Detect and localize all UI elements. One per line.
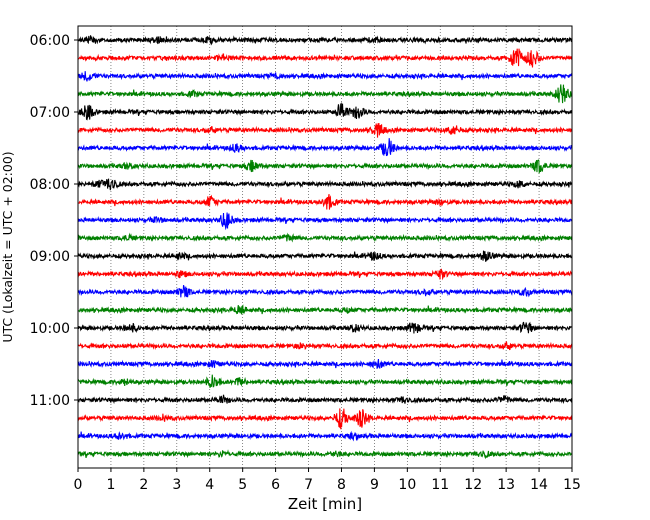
seismogram-trace <box>77 212 573 231</box>
seismogram-trace <box>77 250 573 262</box>
y-tick-label: 10:00 <box>30 321 70 337</box>
seismogram-trace <box>77 35 573 46</box>
seismogram-trace <box>77 304 573 316</box>
x-tick-label: 5 <box>238 477 247 493</box>
y-tick-label: 06:00 <box>30 33 70 49</box>
seismogram-traces <box>77 35 573 460</box>
x-axis-ticks: 0 1 2 3 4 5 6 7 8 9 10 11 12 13 14 15 <box>74 468 581 493</box>
seismogram-trace <box>77 178 573 191</box>
y-tick-label: 08:00 <box>30 177 70 193</box>
seismogram-trace <box>77 449 573 460</box>
plot-frame <box>77 25 573 469</box>
x-tick-label: 9 <box>370 477 379 493</box>
seismogram-trace <box>77 285 573 298</box>
x-tick-label: 0 <box>74 477 83 493</box>
y-tick-label: 07:00 <box>30 105 70 121</box>
x-tick-label: 4 <box>205 477 214 493</box>
y-tick-label: 11:00 <box>30 393 70 409</box>
seismogram-trace <box>77 159 573 175</box>
seismogram-trace <box>77 430 573 442</box>
x-tick-label: 3 <box>172 477 181 493</box>
seismogram-trace <box>77 102 573 121</box>
x-tick-label: 8 <box>337 477 346 493</box>
seismogram-trace <box>77 394 573 405</box>
x-tick-label: 10 <box>398 477 416 493</box>
seismogram-trace <box>77 84 573 104</box>
x-tick-label: 1 <box>106 477 115 493</box>
seismogram-trace <box>77 138 573 157</box>
seismogram-trace <box>77 321 573 334</box>
y-tick-label: 09:00 <box>30 249 70 265</box>
seismogram-trace <box>77 358 573 370</box>
x-tick-label: 6 <box>271 477 280 493</box>
y-axis-ticks: 06:00 07:00 08:00 09:00 10:00 11:00 <box>30 33 78 409</box>
seismogram-trace <box>77 341 573 351</box>
x-axis-label: Zeit [min] <box>288 495 362 513</box>
x-tick-label: 15 <box>563 477 581 493</box>
x-tick-label: 11 <box>431 477 449 493</box>
seismogram-trace <box>77 71 573 82</box>
seismogram-trace <box>77 122 573 138</box>
x-tick-label: 7 <box>304 477 313 493</box>
seismogram-trace <box>77 374 573 388</box>
seismogram-trace <box>77 232 573 243</box>
x-tick-label: 13 <box>497 477 515 493</box>
seismogram-trace <box>77 268 573 281</box>
seismogram-trace <box>77 408 573 431</box>
y-axis-label: UTC (Lokalzeit = UTC + 02:00) <box>0 151 15 342</box>
x-tick-label: 12 <box>464 477 482 493</box>
x-tick-label: 14 <box>530 477 548 493</box>
seismogram-trace <box>77 194 573 210</box>
x-tick-label: 2 <box>139 477 148 493</box>
seismogram-trace <box>77 48 573 68</box>
